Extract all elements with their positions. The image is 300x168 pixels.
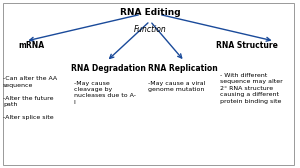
Text: RNA Replication: RNA Replication bbox=[148, 64, 218, 73]
Text: RNA Degradation: RNA Degradation bbox=[70, 64, 146, 73]
Text: Function: Function bbox=[134, 25, 166, 34]
Text: RNA Editing: RNA Editing bbox=[120, 8, 180, 17]
Text: -May cause a viral
genome mutation: -May cause a viral genome mutation bbox=[148, 81, 206, 92]
Text: - With different
sequence may alter
2° RNA structure
causing a different
protein: - With different sequence may alter 2° R… bbox=[220, 73, 283, 104]
Text: -May cause
cleavage by
nucleases due to A-
I: -May cause cleavage by nucleases due to … bbox=[74, 81, 136, 105]
Text: RNA Structure: RNA Structure bbox=[216, 41, 278, 50]
Text: -Can alter the AA
sequence

-Alter the future
path

-Alter splice site: -Can alter the AA sequence -Alter the fu… bbox=[3, 76, 57, 120]
Text: mRNA: mRNA bbox=[18, 41, 44, 50]
